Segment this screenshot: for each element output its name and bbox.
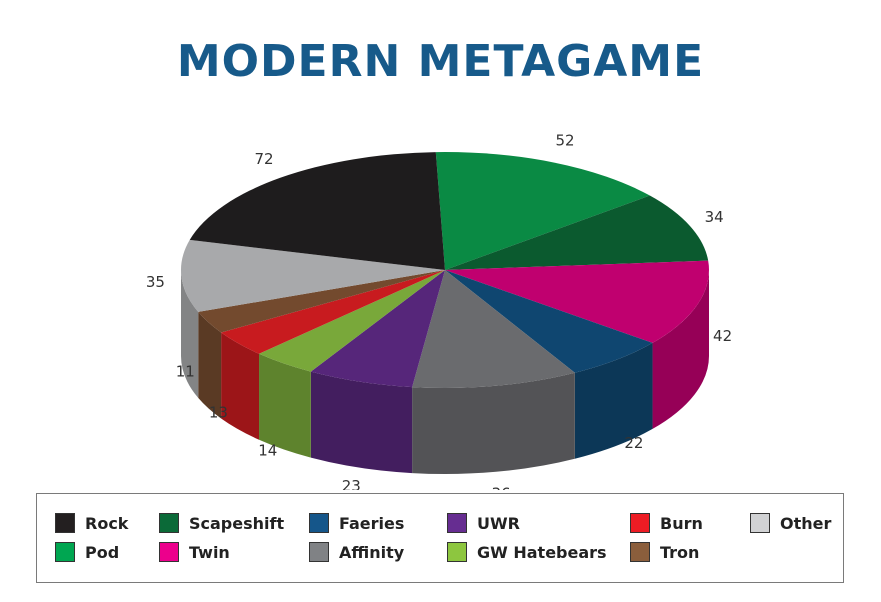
legend-item-tron: Tron xyxy=(630,541,699,563)
legend-item-burn: Burn xyxy=(630,512,703,534)
pie-slice-gw-hatebears xyxy=(259,270,445,372)
legend-swatch xyxy=(309,513,329,533)
pie-slice-scapeshift xyxy=(445,195,709,270)
pie-slice-other xyxy=(181,239,446,312)
legend-item-scapeshift: Scapeshift xyxy=(159,512,284,534)
pie-side-affinity xyxy=(412,372,575,474)
legend-label: Tron xyxy=(660,542,700,562)
legend-item-uwr: UWR xyxy=(447,512,520,534)
legend-item-affinity: Affinity xyxy=(309,541,404,563)
pie-side-tron xyxy=(198,311,222,419)
legend-label: Pod xyxy=(85,542,120,562)
legend-label: Rock xyxy=(85,513,129,533)
legend-label: Other xyxy=(780,513,832,533)
legend-swatch xyxy=(630,513,650,533)
pie-side-other xyxy=(181,270,199,398)
legend-item-pod: Pod xyxy=(55,541,119,563)
legend-swatch xyxy=(55,542,75,562)
legend-swatch xyxy=(447,513,467,533)
data-label-other: 35 xyxy=(146,273,165,291)
pie-slice-twin xyxy=(445,260,709,343)
pie-slice-uwr xyxy=(310,270,445,388)
pie-chart: 52 34 42 22 36 23 14 13 11 35 72 xyxy=(146,132,732,490)
pie-slice-tron xyxy=(198,270,445,333)
legend-item-twin: Twin xyxy=(159,541,230,563)
pie-slice-pod xyxy=(435,152,650,270)
data-label-affinity: 36 xyxy=(492,485,511,490)
pie-slice-affinity xyxy=(412,270,575,388)
legend-label: Scapeshift xyxy=(189,513,285,533)
legend-swatch xyxy=(447,542,467,562)
legend-swatch xyxy=(750,513,770,533)
pie-side-twin xyxy=(652,270,709,429)
chart-legend: Rock Scapeshift Faeries UWR Burn Other Pod Twin… xyxy=(36,493,844,583)
pie-side-uwr xyxy=(310,371,413,474)
data-label-faeries: 22 xyxy=(624,434,643,452)
legend-item-faeries: Faeries xyxy=(309,512,404,534)
legend-item-other: Other xyxy=(750,512,831,534)
pie-side-faeries xyxy=(574,342,653,459)
legend-swatch xyxy=(630,542,650,562)
data-label-twin: 42 xyxy=(713,327,732,345)
pie-slice-rock xyxy=(189,152,445,270)
data-label-burn: 13 xyxy=(209,403,228,421)
legend-label: Twin xyxy=(189,542,230,562)
pie-slice-faeries xyxy=(445,270,653,373)
legend-swatch xyxy=(309,542,329,562)
pie-side-gw-hatebears xyxy=(259,353,311,458)
data-label-scapeshift: 34 xyxy=(705,208,724,226)
legend-label: UWR xyxy=(477,513,520,533)
legend-item-gw-hatebears: GW Hatebears xyxy=(447,541,607,563)
legend-label: Burn xyxy=(660,513,703,533)
legend-swatch xyxy=(159,542,179,562)
data-label-rock: 72 xyxy=(254,150,273,168)
data-label-uwr: 23 xyxy=(342,477,361,490)
legend-label: GW Hatebears xyxy=(477,542,607,562)
legend-label: Affinity xyxy=(339,542,405,562)
chart-title: MODERN METAGAME xyxy=(176,36,705,87)
legend-swatch xyxy=(159,513,179,533)
data-label-tron: 11 xyxy=(176,362,195,380)
data-label-gw-hatebears: 14 xyxy=(258,442,277,460)
pie-side-burn xyxy=(221,332,260,440)
legend-swatch xyxy=(55,513,75,533)
data-label-pod: 52 xyxy=(555,132,574,150)
legend-item-rock: Rock xyxy=(55,512,128,534)
pie-slice-burn xyxy=(221,270,445,354)
legend-label: Faeries xyxy=(339,513,405,533)
